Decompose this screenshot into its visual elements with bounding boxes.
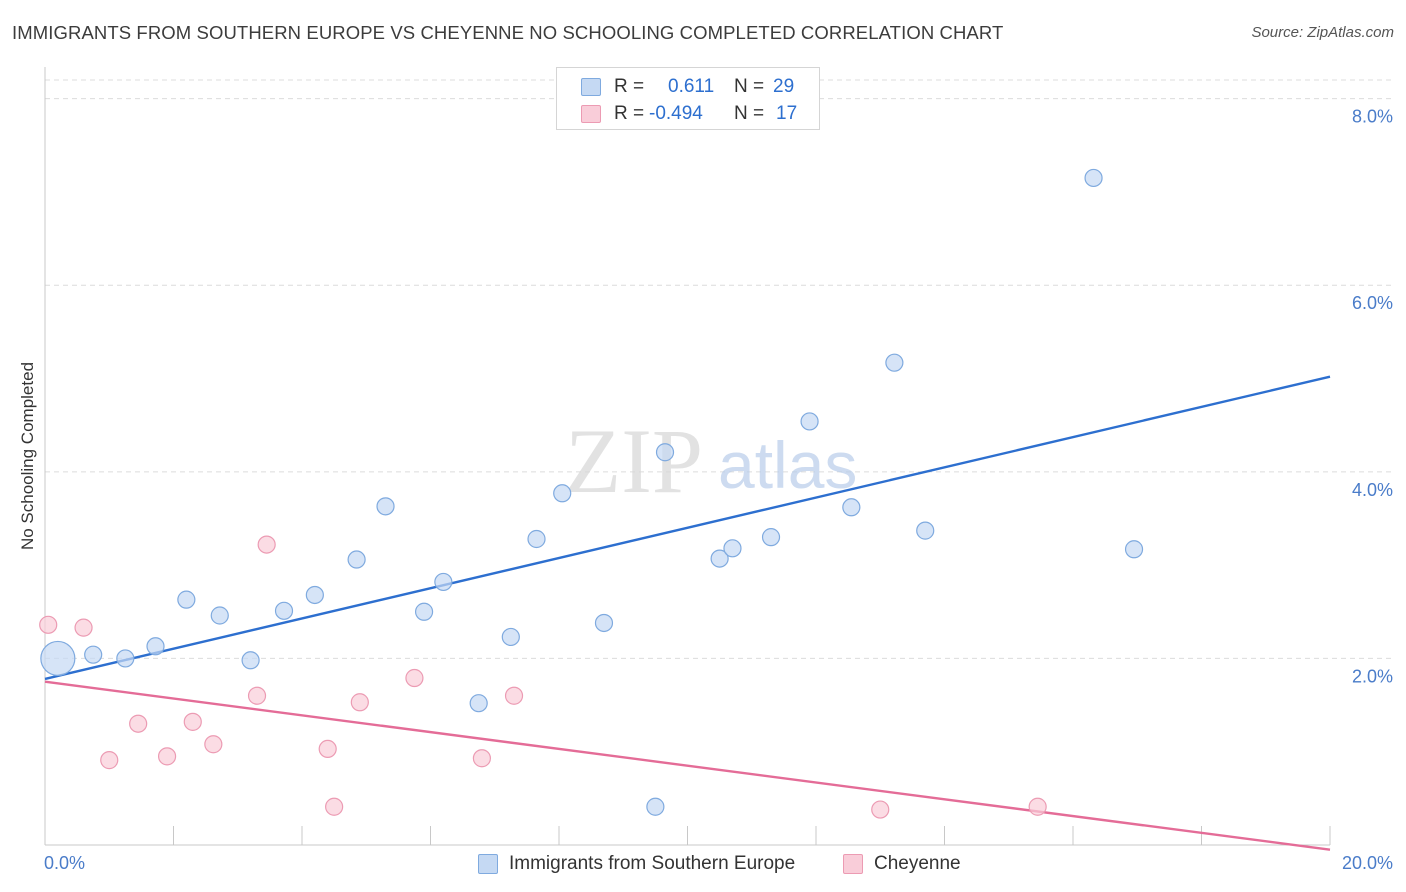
point-southern-europe xyxy=(469,694,488,713)
point-cheyenne xyxy=(100,751,119,770)
point-southern-europe xyxy=(646,797,665,816)
point-cheyenne xyxy=(871,800,890,819)
point-southern-europe xyxy=(594,613,614,633)
point-southern-europe xyxy=(655,443,675,462)
point-southern-europe xyxy=(800,412,819,431)
n-label: N = xyxy=(734,76,765,97)
axes xyxy=(44,67,1331,846)
point-cheyenne xyxy=(350,693,369,712)
point-southern-europe xyxy=(274,601,294,620)
point-southern-europe xyxy=(501,627,520,647)
point-cheyenne xyxy=(129,714,148,733)
point-southern-europe xyxy=(885,353,904,372)
n-value-blue: 29 xyxy=(773,76,795,97)
r-value-pink: -0.494 xyxy=(649,103,703,124)
point-cheyenne xyxy=(1028,797,1047,816)
point-southern-europe xyxy=(842,498,861,517)
point-southern-europe xyxy=(347,550,366,569)
point-southern-europe xyxy=(241,651,260,670)
point-southern-europe xyxy=(1124,540,1144,559)
pink-swatch-icon xyxy=(581,105,601,123)
legend-label-cheyenne: Cheyenne xyxy=(874,853,961,874)
r-value-blue: 0.611 xyxy=(668,76,715,97)
blue-swatch-icon xyxy=(478,854,498,874)
trendline-cheyenne xyxy=(44,680,1331,851)
data-points xyxy=(39,168,1144,819)
point-cheyenne xyxy=(472,749,491,768)
point-cheyenne xyxy=(74,618,93,637)
point-cheyenne xyxy=(183,712,202,731)
chart-title: IMMIGRANTS FROM SOUTHERN EUROPE VS CHEYE… xyxy=(12,22,1004,43)
n-label: N = xyxy=(734,103,765,124)
point-southern-europe xyxy=(1084,168,1103,188)
point-cheyenne xyxy=(157,747,177,766)
n-value-pink: 17 xyxy=(776,103,798,124)
r-label: R = xyxy=(614,103,645,124)
point-southern-europe xyxy=(376,497,395,516)
watermark: ZIP atlas xyxy=(565,410,857,512)
point-southern-europe xyxy=(116,649,135,668)
point-cheyenne xyxy=(318,739,337,759)
y-tick-labels: 2.0% 4.0% 6.0% 8.0% xyxy=(1352,107,1393,687)
point-southern-europe xyxy=(527,529,546,549)
point-cheyenne xyxy=(405,668,424,688)
x-tick-label: 0.0% xyxy=(44,853,85,873)
point-southern-europe xyxy=(210,606,229,625)
y-tick-label: 2.0% xyxy=(1352,666,1393,686)
point-cheyenne xyxy=(325,797,344,816)
point-southern-europe xyxy=(434,572,453,592)
legend-label-southern-europe: Immigrants from Southern Europe xyxy=(509,853,796,874)
point-cheyenne xyxy=(39,615,58,634)
gridlines xyxy=(45,79,1392,659)
point-southern-europe xyxy=(414,602,434,621)
watermark-zip: ZIP xyxy=(565,410,703,512)
point-southern-europe xyxy=(761,528,781,547)
blue-swatch-icon xyxy=(581,78,601,96)
stats-legend: R = 0.611 N = 29 R = -0.494 N = 17 xyxy=(556,67,820,130)
pink-swatch-icon xyxy=(843,854,863,874)
legend-item-southern-europe[interactable]: Immigrants from Southern Europe xyxy=(478,851,795,877)
point-cheyenne xyxy=(504,686,524,705)
r-label: R = xyxy=(614,76,645,97)
point-southern-europe xyxy=(40,640,76,677)
trendlines xyxy=(44,375,1331,851)
point-southern-europe xyxy=(177,590,196,609)
source-credit: Source: ZipAtlas.com xyxy=(1251,24,1394,41)
point-southern-europe xyxy=(710,549,729,568)
trendline-southern-europe xyxy=(44,375,1331,681)
point-southern-europe xyxy=(723,539,742,558)
point-southern-europe xyxy=(146,637,165,656)
y-tick-label: 8.0% xyxy=(1352,107,1393,127)
x-tick-labels: 0.0% 20.0% xyxy=(44,853,1393,873)
point-cheyenne xyxy=(257,535,276,554)
point-southern-europe xyxy=(84,645,103,664)
y-tick-label: 4.0% xyxy=(1352,480,1393,500)
y-tick-label: 6.0% xyxy=(1352,293,1393,313)
watermark-atlas: atlas xyxy=(718,428,857,502)
point-southern-europe xyxy=(553,484,572,503)
point-southern-europe xyxy=(916,521,935,540)
point-cheyenne xyxy=(204,735,223,754)
legend-item-cheyenne[interactable]: Cheyenne xyxy=(843,851,961,877)
point-cheyenne xyxy=(247,686,267,705)
x-tick-label: 20.0% xyxy=(1342,853,1393,873)
point-southern-europe xyxy=(305,585,324,605)
